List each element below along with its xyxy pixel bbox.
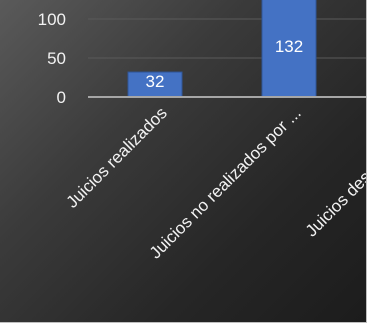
category-label-1: Juicios no realizados por ... [146,103,305,262]
category-label-0: Juicios realizados [63,103,171,211]
chart-area: 0 50 100 32 132 Juicios realizados Juicios no … [0,0,367,323]
y-tick-label-0: 0 [57,88,66,107]
y-tick-label-100: 100 [38,10,66,29]
category-label-2: Juicios desconvocados [302,103,366,240]
data-label-0: 32 [146,72,165,91]
y-tick-label-50: 50 [47,49,66,68]
data-label-1: 132 [275,37,303,56]
